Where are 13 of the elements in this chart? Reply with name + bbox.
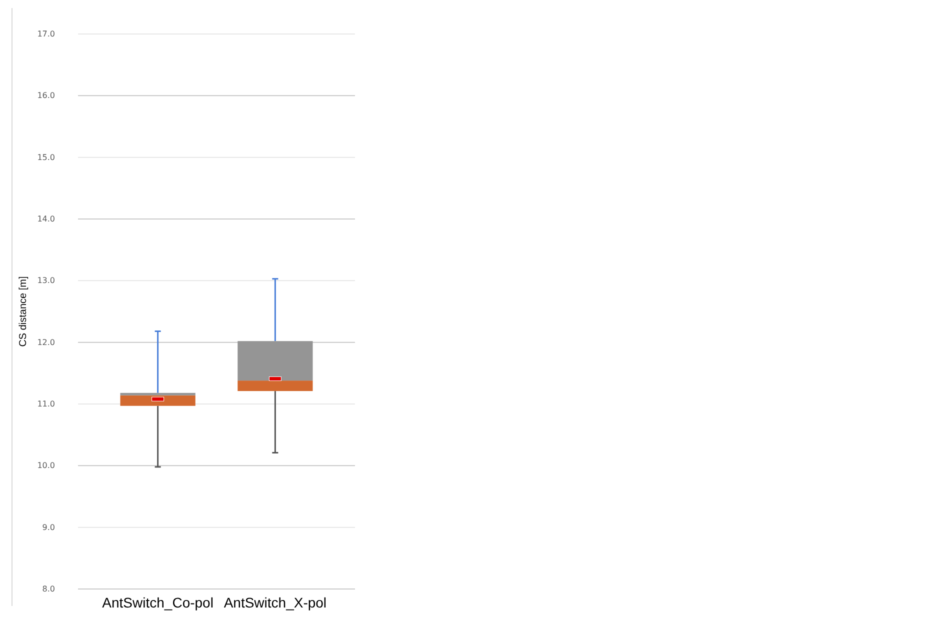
- x-tick-label: AntSwitch_X-pol: [224, 594, 327, 610]
- y-tick-label: 17.0: [37, 30, 55, 39]
- y-tick-label: 9.0: [42, 522, 55, 532]
- y-tick-label: 10.0: [37, 461, 55, 470]
- y-axis-title: CS distance [m]: [18, 276, 29, 347]
- x-tick-label: AntSwitch_Co-pol: [102, 594, 214, 610]
- y-tick-label: 8.0: [42, 584, 55, 594]
- y-tick-label: 16.0: [37, 91, 55, 100]
- y-tick-label: 14.0: [37, 214, 55, 224]
- y-tick-label: 12.0: [37, 338, 55, 347]
- y-tick-label: 13.0: [37, 276, 55, 286]
- y-tick-label: 11.0: [37, 400, 55, 409]
- y-tick-label: 15.0: [37, 152, 55, 162]
